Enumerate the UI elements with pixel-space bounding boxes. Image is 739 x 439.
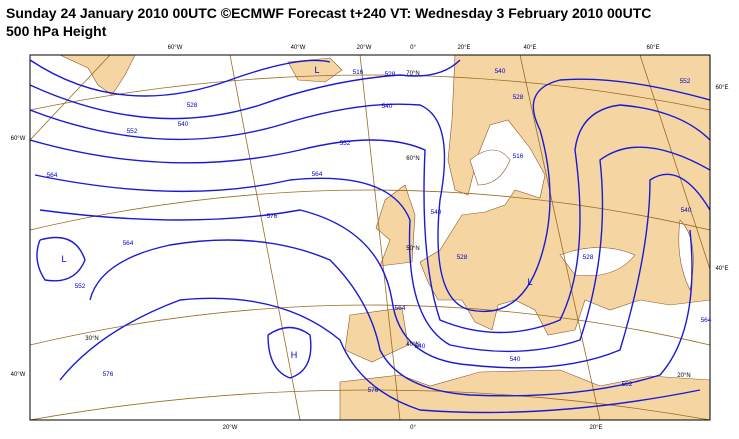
contour-label: 552 bbox=[340, 140, 351, 147]
longitude-label: 60°E bbox=[646, 45, 659, 51]
longitude-label: 20°E bbox=[589, 425, 602, 431]
longitude-label: 20°W bbox=[357, 45, 372, 51]
contour-label: 552 bbox=[680, 78, 691, 85]
contour-label: 540 bbox=[415, 343, 426, 350]
edge-label: 40°W bbox=[11, 372, 26, 378]
pressure-center: H bbox=[291, 350, 298, 360]
contour-label: 552 bbox=[622, 381, 633, 388]
latitude-label: 30°N bbox=[85, 336, 98, 342]
contour-label: 540 bbox=[510, 356, 521, 363]
contour-label: 552 bbox=[75, 283, 86, 290]
latitude-label: 20°N bbox=[677, 373, 690, 379]
edge-label: 60°W bbox=[11, 136, 26, 142]
contour-label: 516 bbox=[353, 69, 364, 76]
edge-label: 40°E bbox=[715, 266, 728, 272]
map-frame bbox=[29, 54, 711, 421]
longitude-label: 20°W bbox=[223, 425, 238, 431]
contour-label: 564 bbox=[47, 172, 58, 179]
subtitle: 500 hPa Height bbox=[6, 23, 107, 39]
pressure-center: L bbox=[61, 254, 66, 264]
contour-label: 516 bbox=[513, 153, 524, 160]
longitude-label: 0° bbox=[410, 425, 416, 431]
contour-label: 540 bbox=[681, 207, 692, 214]
longitude-label: 40°E bbox=[523, 45, 536, 51]
longitude-label: 40°W bbox=[291, 45, 306, 51]
contour-label: 528 bbox=[385, 71, 396, 78]
pressure-center: L bbox=[527, 277, 532, 287]
contour-label: 540 bbox=[495, 68, 506, 75]
contour-label: 564 bbox=[123, 240, 134, 247]
longitude-label: 20°E bbox=[457, 45, 470, 51]
contour-label: 564 bbox=[701, 317, 712, 324]
contour-label: 540 bbox=[178, 121, 189, 128]
contour-label: 528 bbox=[457, 254, 468, 261]
longitude-label: 0° bbox=[410, 45, 416, 51]
contour-label: 576 bbox=[267, 213, 278, 220]
latitude-label: 40°N bbox=[406, 342, 419, 348]
longitude-label: 60°W bbox=[168, 45, 183, 51]
contour-label: 528 bbox=[583, 254, 594, 261]
latitude-label: 70°N bbox=[406, 71, 419, 77]
contour-label: 552 bbox=[127, 128, 138, 135]
contour-label: 564 bbox=[395, 305, 406, 312]
contour-label: 528 bbox=[187, 102, 198, 109]
contour-label: 564 bbox=[312, 171, 323, 178]
latitude-label: 50°N bbox=[406, 246, 419, 252]
contour-label: 576 bbox=[368, 387, 379, 394]
contour-label: 540 bbox=[431, 209, 442, 216]
contour-label: 540 bbox=[382, 103, 393, 110]
contour-label: 576 bbox=[103, 371, 114, 378]
map-area bbox=[30, 55, 710, 420]
title: Sunday 24 January 2010 00UTC ©ECMWF Fore… bbox=[6, 5, 651, 21]
pressure-center: L bbox=[314, 65, 319, 75]
contour-label: 528 bbox=[513, 94, 524, 101]
latitude-label: 60°N bbox=[406, 156, 419, 162]
edge-label: 60°E bbox=[715, 85, 728, 91]
